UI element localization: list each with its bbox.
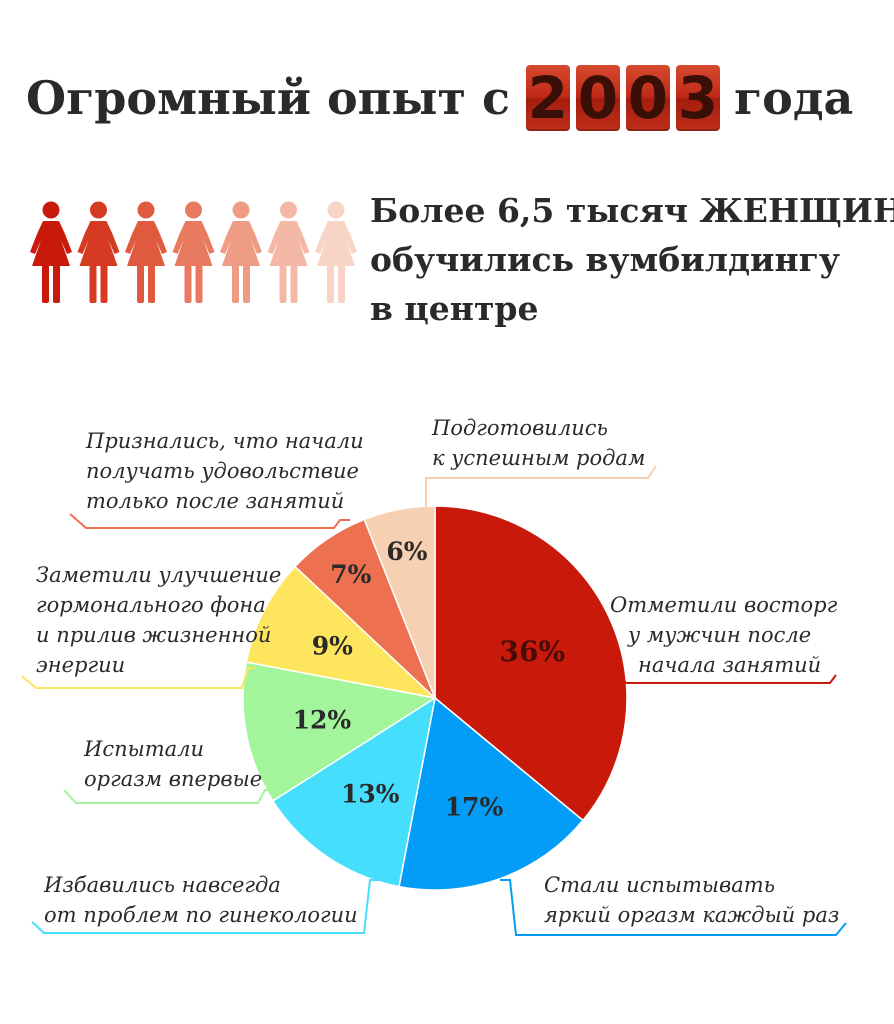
legend-label-slice-3: Избавились навсегда от проблем по гинеко… <box>44 873 358 927</box>
headline-line: Более 6,5 тысяч ЖЕНЩИН <box>370 191 894 230</box>
leader-line <box>63 789 275 804</box>
woman-icon <box>125 201 167 303</box>
year-digit: 0 <box>625 64 670 132</box>
woman-icon <box>172 201 215 303</box>
legend-label-slice-2: Стали испытывать яркий оргазм каждый раз <box>544 873 840 927</box>
slice-percent-label: 17% <box>445 792 504 821</box>
slice-percent-label: 9% <box>312 632 353 661</box>
legend-label-slice-7: Подготовились к успешным родам <box>432 416 646 470</box>
pie-slice-1 <box>434 505 628 822</box>
leader-line <box>21 667 256 689</box>
pie-slice-5 <box>245 565 438 700</box>
leader-line <box>425 465 657 512</box>
woman-icon <box>220 201 262 303</box>
year-counter: 2 0 0 3 <box>525 64 720 132</box>
slice-percent-label: 13% <box>341 779 400 808</box>
slice-percent-label: 36% <box>499 635 565 668</box>
slice-percent-label: 7% <box>330 560 371 589</box>
headline-line: в центре <box>370 289 539 328</box>
legend-label-slice-5: Заметили улучшение гормонального фона и … <box>36 563 282 677</box>
slice-percent-label: 12% <box>293 706 352 735</box>
pie-slice-2 <box>398 696 584 891</box>
leader-line <box>500 879 847 936</box>
woman-icon <box>267 201 310 303</box>
woman-icon <box>30 201 72 303</box>
page-title: Огромный опыт с 2 0 0 3 года <box>26 58 853 138</box>
pie-slice-7 <box>363 505 436 699</box>
title-prefix: Огромный опыт с <box>26 71 510 125</box>
headline-line: обучились вумбилдингу <box>370 240 840 279</box>
woman-icon <box>315 201 357 303</box>
year-digit: 3 <box>675 64 720 132</box>
pie-slice-4 <box>242 661 438 802</box>
leader-line <box>570 659 837 684</box>
leader-line <box>31 879 380 934</box>
leader-line <box>69 513 350 529</box>
title-suffix: года <box>733 71 854 125</box>
women-icons-row <box>30 201 357 303</box>
legend-label-slice-4: Испытали оргазм впервые <box>84 737 263 791</box>
woman-icon <box>77 201 120 303</box>
slice-percent-label: 6% <box>386 537 427 566</box>
headline: Более 6,5 тысяч ЖЕНЩИН обучились вумбилд… <box>370 186 894 333</box>
pie-slice-3 <box>271 696 437 888</box>
legend-label-slice-6: Признались, что начали получать удовольс… <box>86 429 364 513</box>
year-digit: 2 <box>525 64 570 132</box>
year-digit: 0 <box>575 64 620 132</box>
legend-label-slice-1: Отметили восторг у мужчин после начала з… <box>610 593 838 677</box>
